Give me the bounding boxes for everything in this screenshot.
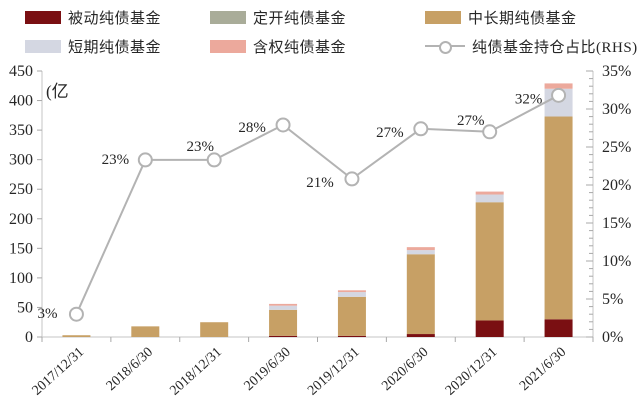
line-point-marker (482, 124, 498, 140)
left-axis-tick-label: 400 (9, 93, 33, 110)
line-point-label: 23% (186, 139, 214, 155)
legend-label: 纯债基金持仓占比(RHS) (472, 39, 638, 56)
right-axis-tick-label: 0% (602, 329, 623, 346)
line-point-marker (206, 152, 222, 168)
left-axis-tick-label: 250 (9, 181, 33, 198)
x-axis-category-label: 2020/12/31 (443, 345, 500, 399)
legend-swatch-icon (210, 39, 246, 53)
left-axis-tick-label: 0 (25, 329, 33, 346)
legend-swatch-icon (25, 10, 61, 24)
right-axis-tick-label: 15% (602, 215, 631, 232)
x-axis-category-label: 2020/6/30 (379, 345, 431, 394)
legend-line-marker-icon (425, 40, 465, 54)
line-point-label: 3% (37, 306, 57, 322)
line-point-label: 32% (515, 91, 543, 107)
line-point-marker (551, 87, 567, 103)
bar-segment-中长期纯债基金 (406, 254, 435, 335)
legend-label: 中长期纯债基金 (468, 10, 577, 27)
line-series-path (75, 94, 560, 315)
left-axis-tick-label: 350 (9, 122, 33, 139)
line-point-labels: 3% 23% 23% 28% 21% 27% 27% 32% (37, 91, 542, 322)
bar-segment-被动纯债基金 (337, 335, 366, 337)
chart-svg: 0 50 100 150 200 250 300 350 400 450 0% 5% 10% 15% 20%… (9, 63, 631, 399)
legend-label: 短期纯债基金 (68, 39, 162, 56)
bar-segment-中长期纯债基金 (269, 309, 298, 336)
legend-label: 含权纯债基金 (253, 39, 347, 56)
legend-item-5: 含权纯债基金 (210, 36, 425, 56)
bottom-axis-ticks (41, 337, 594, 342)
line-point-label: 28% (238, 120, 266, 136)
line-point-label: 27% (376, 125, 404, 141)
bar-segment-中长期纯债基金 (62, 335, 91, 337)
left-axis-tick-label: 100 (9, 270, 33, 287)
left-axis-ticks: 0 50 100 150 200 250 300 350 400 450 (9, 63, 42, 346)
right-axis-tick-label: 30% (602, 101, 631, 118)
legend-item-4: 短期纯债基金 (25, 36, 210, 56)
left-axis-tick-label: 150 (9, 240, 33, 257)
bar-segment-含权纯债基金 (544, 83, 573, 89)
line-point-marker (68, 306, 84, 322)
bar-segment-短期纯债基金 (337, 292, 366, 297)
x-axis-category-label: 2021/6/30 (517, 345, 569, 394)
x-axis-category-label: 2019/6/30 (242, 345, 294, 394)
line-point-label: 21% (306, 175, 334, 191)
left-axis-tick-label: 200 (9, 211, 33, 228)
right-axis-tick-label: 10% (602, 253, 631, 270)
bar-segment-中长期纯债基金 (337, 296, 366, 336)
x-axis-category-label: 2017/12/31 (30, 345, 87, 399)
line-point-marker (275, 117, 291, 133)
bar-segment-被动纯债基金 (269, 335, 298, 337)
right-axis-ticks: 0% 5% 10% 15% 20% 25% 30% 35% (586, 63, 631, 346)
legend-swatch-icon (25, 39, 61, 53)
bar-segment-中长期纯债基金 (544, 116, 573, 320)
x-axis-category-label: 2018/12/31 (167, 345, 224, 399)
legend-label: 定开纯债基金 (253, 10, 347, 27)
bar-segment-被动纯债基金 (544, 319, 573, 337)
bar-segment-含权纯债基金 (406, 247, 435, 251)
left-axis-unit-label: (亿 (46, 82, 69, 101)
line-point-marker (344, 171, 360, 187)
legend-item-1: 被动纯债基金 (25, 7, 210, 27)
line-point-label: 23% (102, 152, 130, 168)
bar-segment-短期纯债基金 (406, 250, 435, 255)
left-axis-tick-label: 300 (9, 152, 33, 169)
x-axis-category-label: 2018/6/30 (104, 345, 156, 394)
line-series-group (68, 87, 567, 322)
bar-segment-中长期纯债基金 (131, 326, 160, 337)
right-axis-tick-label: 20% (602, 177, 631, 194)
right-axis-tick-label: 35% (602, 63, 631, 80)
left-axis-tick-label: 450 (9, 63, 33, 80)
bar-segment-短期纯债基金 (475, 194, 504, 203)
bar-segment-中长期纯债基金 (475, 202, 504, 321)
line-point-marker (413, 121, 429, 137)
legend-item-2: 定开纯债基金 (210, 7, 425, 27)
bar-segment-短期纯债基金 (269, 305, 298, 310)
legend-label: 被动纯债基金 (68, 10, 162, 27)
bar-segment-被动纯债基金 (406, 334, 435, 337)
left-axis-tick-label: 50 (17, 299, 33, 316)
right-axis-tick-label: 5% (602, 291, 623, 308)
chart-legend: 被动纯债基金 定开纯债基金 中长期纯债基金短期纯债基金 含权纯债基金 纯债基金持仓占比(… (0, 0, 640, 56)
legend-item-6: 纯债基金持仓占比(RHS) (425, 36, 640, 56)
x-axis-labels: 2017/12/31 2018/6/30 2018/12/31 2019/6/30 20… (30, 345, 570, 399)
line-point-marker (137, 152, 153, 168)
bars-group (62, 83, 573, 337)
right-axis-tick-label: 25% (602, 139, 631, 156)
x-axis-category-label: 2019/12/31 (305, 345, 362, 399)
legend-item-3: 中长期纯债基金 (425, 7, 640, 27)
bar-segment-含权纯债基金 (337, 290, 366, 293)
axis-titles: (亿 (46, 82, 69, 101)
bar-segment-含权纯债基金 (269, 303, 298, 306)
legend-swatch-icon (425, 10, 461, 24)
bar-segment-含权纯债基金 (475, 191, 504, 195)
bar-segment-被动纯债基金 (475, 320, 504, 337)
bar-segment-中长期纯债基金 (200, 322, 229, 337)
legend-swatch-icon (210, 10, 246, 24)
line-point-label: 27% (457, 113, 485, 129)
